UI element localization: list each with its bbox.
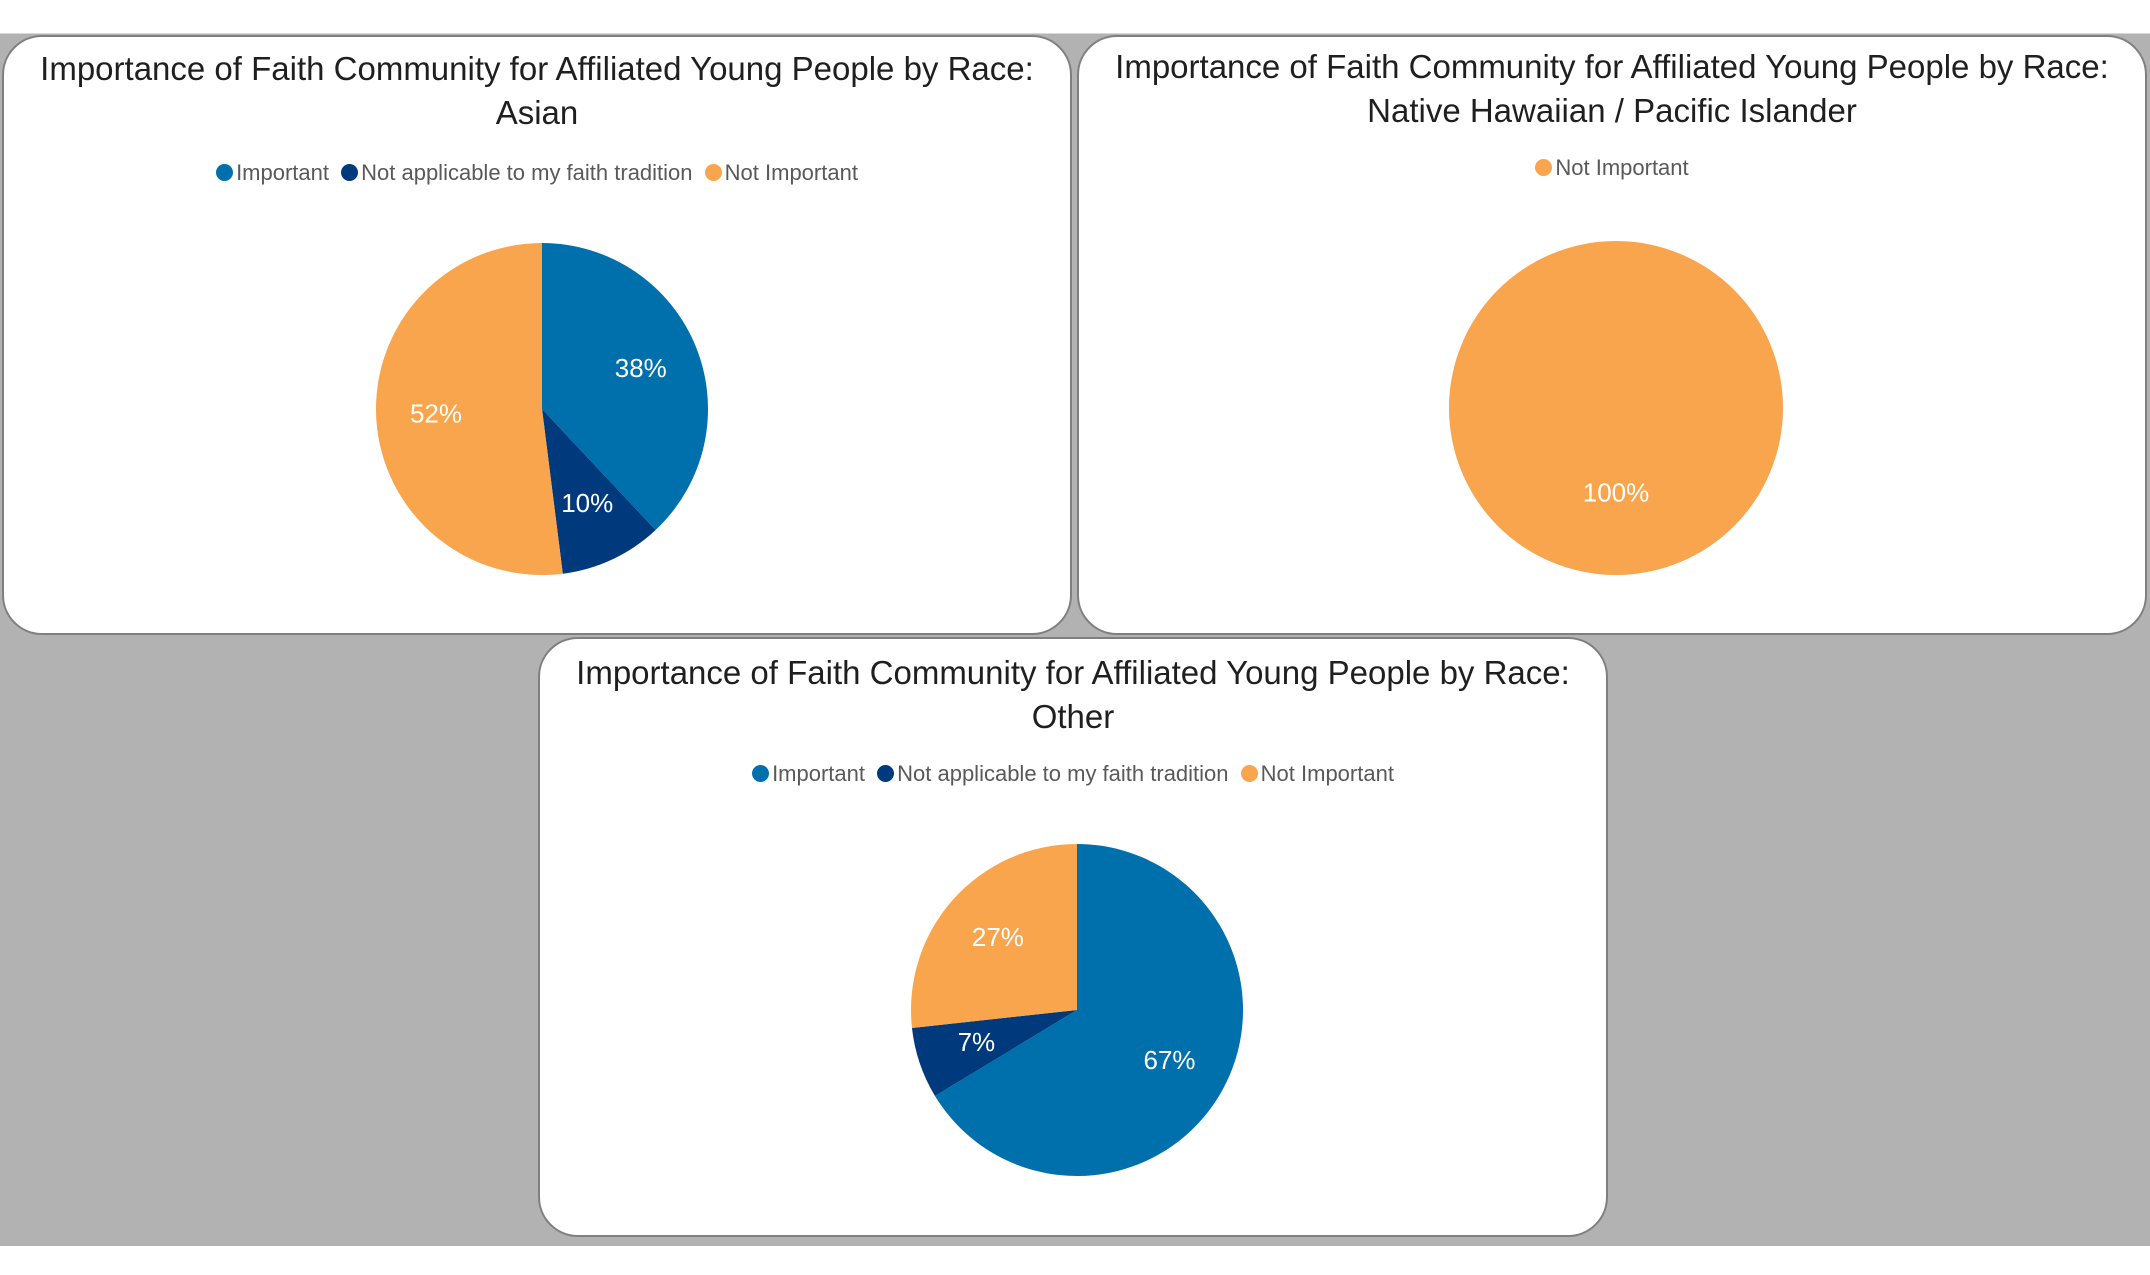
legend-swatch bbox=[216, 164, 234, 181]
pie-chart-other: 67% 7% 27% bbox=[911, 844, 1243, 1176]
pie-slice-important bbox=[934, 844, 1243, 1176]
legend-label: Not Important bbox=[1260, 761, 1394, 786]
chart-legend: Important Not applicable to my faith tra… bbox=[540, 760, 1606, 788]
pie-chart-native-hawaiian-pacific-islander: 100% bbox=[1449, 241, 1783, 575]
legend-label: Important bbox=[772, 761, 865, 786]
chart-title: Importance of Faith Community for Affili… bbox=[1115, 48, 2109, 129]
chart-legend: Important Not applicable to my faith tra… bbox=[4, 159, 1070, 187]
chart-title: Importance of Faith Community for Affili… bbox=[576, 654, 1570, 735]
pie-chart-asian: 38% 10% 52% bbox=[376, 243, 708, 575]
legend-swatch bbox=[752, 765, 770, 782]
chart-title: Importance of Faith Community for Affili… bbox=[40, 50, 1034, 131]
legend-item-not-important: Not Important bbox=[704, 159, 858, 187]
legend-swatch bbox=[341, 164, 359, 181]
legend-label: Not applicable to my faith tradition bbox=[897, 761, 1229, 786]
legend-swatch bbox=[1240, 765, 1258, 782]
legend-item-not-important: Not Important bbox=[1535, 154, 1689, 182]
legend-swatch bbox=[877, 765, 895, 782]
data-label-not-applicable-to-my-faith-tradition: 7% bbox=[958, 1027, 996, 1057]
legend-item-important: Important bbox=[216, 159, 329, 187]
data-label-not-important: 27% bbox=[972, 922, 1024, 952]
legend-label: Important bbox=[236, 160, 329, 185]
chart-panel-asian: Importance of Faith Community for Affili… bbox=[2, 35, 1072, 635]
chart-panel-other: Importance of Faith Community for Affili… bbox=[538, 637, 1608, 1237]
pie-slice-not-applicable-to-my-faith-tradition bbox=[911, 1010, 1077, 1096]
chart-legend: Not Important bbox=[1079, 154, 2145, 182]
pie-slice-not-important bbox=[376, 243, 563, 575]
data-label-not-applicable-to-my-faith-tradition: 10% bbox=[561, 488, 613, 518]
chart-panel-native-hawaiian-pacific-islander: Importance of Faith Community for Affili… bbox=[1077, 35, 2147, 635]
legend-item-important: Important bbox=[752, 760, 865, 788]
pie-slice-not-important bbox=[1449, 241, 1783, 575]
legend-label: Not Important bbox=[1555, 155, 1689, 180]
legend-swatch bbox=[704, 164, 722, 181]
data-label-important: 67% bbox=[1144, 1045, 1196, 1075]
legend-label: Not applicable to my faith tradition bbox=[361, 160, 693, 185]
legend-label: Not Important bbox=[724, 160, 858, 185]
pie-slice-not-important bbox=[911, 844, 1077, 1029]
legend-item-not-important: Not Important bbox=[1240, 760, 1394, 788]
pie-slice-important bbox=[542, 243, 708, 531]
pie-slice-not-applicable-to-my-faith-tradition bbox=[542, 409, 656, 574]
data-label-important: 38% bbox=[615, 353, 667, 383]
legend-swatch bbox=[1535, 159, 1553, 176]
data-label-not-important: 52% bbox=[410, 399, 462, 429]
legend-item-not-applicable: Not applicable to my faith tradition bbox=[341, 159, 693, 187]
data-label-not-important: 100% bbox=[1583, 478, 1650, 508]
legend-item-not-applicable: Not applicable to my faith tradition bbox=[877, 760, 1229, 788]
